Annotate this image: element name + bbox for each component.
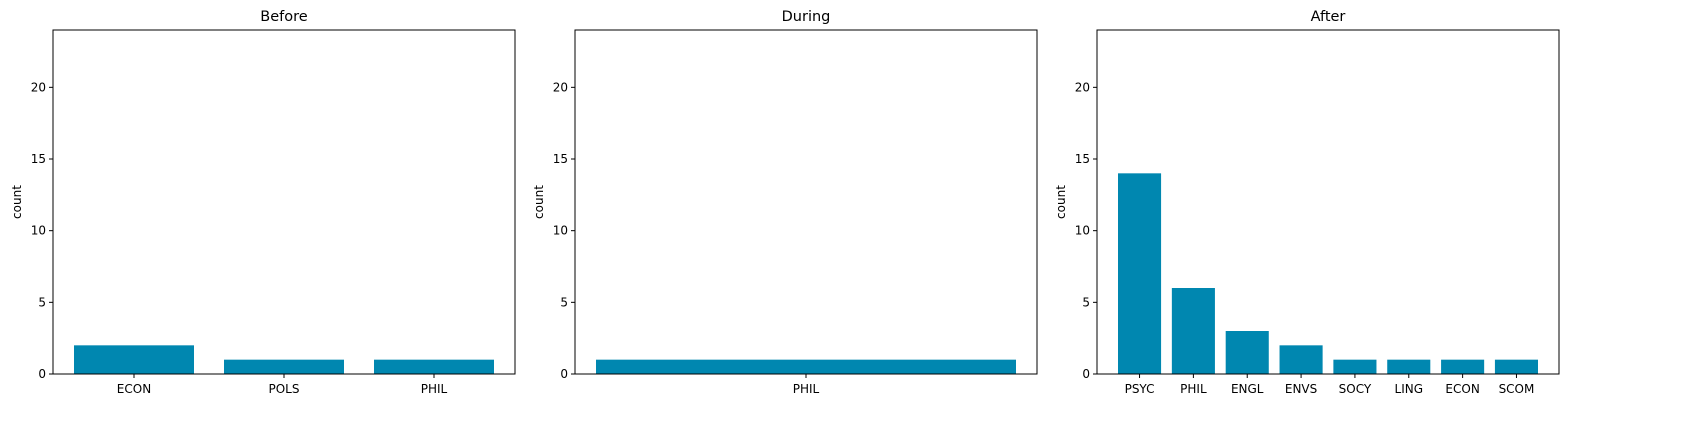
bar-phil	[374, 359, 494, 374]
x-tick-label: PHIL	[793, 382, 820, 396]
bar-phil	[1171, 288, 1215, 374]
y-tick-label: 5	[560, 295, 568, 309]
y-tick-label: 0	[1082, 367, 1090, 381]
bar-ling	[1387, 359, 1431, 374]
y-tick-label: 5	[38, 295, 46, 309]
panel-before: 0 5 10 15 20 ECON POLS PHIL Before count	[10, 9, 516, 396]
bar-engl	[1225, 331, 1269, 374]
y-tick-label: 0	[38, 367, 46, 381]
y-tick-label: 20	[553, 80, 568, 94]
axes-frame	[52, 29, 516, 375]
bar-phil	[596, 359, 1016, 374]
bar-pols	[224, 359, 344, 374]
y-tick-label: 10	[31, 224, 46, 238]
y-tick-label: 5	[1082, 295, 1090, 309]
y-tick-label: 15	[553, 152, 568, 166]
x-tick-label: ECON	[117, 382, 151, 396]
bar-econ	[1441, 359, 1485, 374]
y-axis-label: count	[10, 185, 24, 219]
bar-psyc	[1118, 173, 1162, 374]
x-tick-label: ENGL	[1231, 382, 1264, 396]
x-tick-label: ECON	[1445, 382, 1479, 396]
y-axis-label: count	[1054, 185, 1068, 219]
y-tick-label: 0	[560, 367, 568, 381]
bar-scom	[1494, 359, 1538, 374]
axes-frame	[1096, 29, 1560, 375]
chart-title: Before	[260, 9, 307, 25]
x-tick-label: SCOM	[1499, 382, 1535, 396]
bar-envs	[1279, 345, 1323, 374]
x-tick-label: LING	[1395, 382, 1424, 396]
panel-during: 0 5 10 15 20 PHIL During count	[532, 9, 1038, 396]
x-tick-label: PHIL	[421, 382, 448, 396]
chart-title: After	[1311, 9, 1346, 25]
bar-socy	[1333, 359, 1377, 374]
y-tick-label: 20	[1075, 80, 1090, 94]
x-tick-label: PHIL	[1180, 382, 1207, 396]
x-tick-label: SOCY	[1339, 382, 1372, 396]
y-tick-label: 15	[1075, 152, 1090, 166]
chart-title: During	[782, 9, 831, 25]
x-tick-label: ENVS	[1285, 382, 1317, 396]
axes-frame	[574, 29, 1038, 375]
x-tick-label: PSYC	[1125, 382, 1155, 396]
y-axis-label: count	[532, 185, 546, 219]
y-tick-label: 15	[31, 152, 46, 166]
y-tick-label: 10	[1075, 224, 1090, 238]
y-tick-label: 10	[553, 224, 568, 238]
bar-econ	[74, 345, 194, 374]
x-tick-label: POLS	[269, 382, 300, 396]
y-tick-label: 20	[31, 80, 46, 94]
panel-after: 0 5 10 15 20 PSYC PHIL ENGL ENVS SOCY LING ECON SCOM…	[1054, 9, 1560, 396]
